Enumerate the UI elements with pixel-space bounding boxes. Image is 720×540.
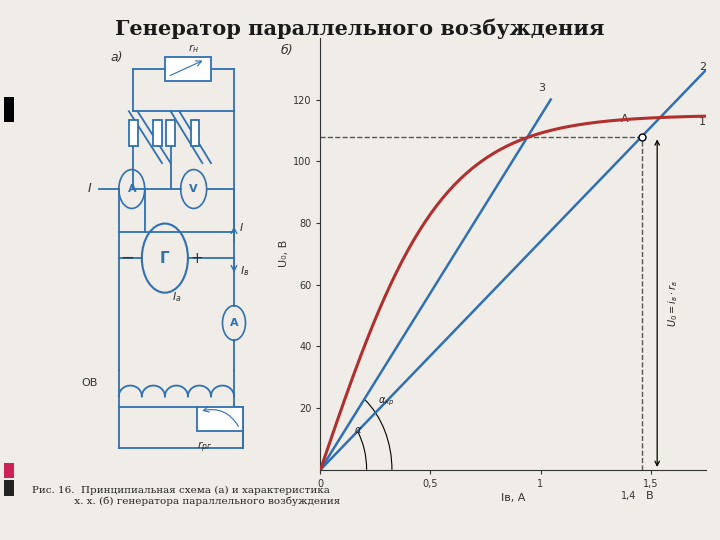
Text: A: A: [230, 318, 238, 328]
Text: −: −: [120, 249, 135, 267]
Text: $r_н$: $r_н$: [188, 42, 199, 55]
Text: I: I: [88, 183, 92, 195]
Text: б): б): [281, 44, 294, 57]
FancyBboxPatch shape: [191, 120, 199, 146]
Text: 3: 3: [539, 83, 546, 93]
Text: 1,4: 1,4: [621, 491, 636, 502]
Text: A: A: [127, 184, 136, 194]
Text: $\alpha_{кр}$: $\alpha_{кр}$: [378, 396, 395, 408]
Text: Г: Г: [160, 251, 170, 266]
Text: V: V: [189, 184, 198, 194]
X-axis label: Iв, A: Iв, A: [501, 493, 525, 503]
Text: B: B: [646, 491, 654, 502]
FancyBboxPatch shape: [165, 57, 211, 81]
Text: $I_a$: $I_a$: [171, 290, 181, 304]
FancyBboxPatch shape: [129, 120, 138, 146]
Text: $r_{рг}$: $r_{рг}$: [197, 440, 213, 455]
Text: $I_в$: $I_в$: [240, 264, 249, 278]
Text: I: I: [240, 223, 243, 233]
Text: A: A: [621, 114, 629, 124]
Text: а): а): [110, 51, 122, 64]
Text: $\alpha$: $\alpha$: [354, 424, 362, 435]
Text: +: +: [190, 251, 203, 266]
Text: 1: 1: [699, 117, 706, 127]
Text: ОВ: ОВ: [82, 379, 98, 388]
Text: Генератор параллельного возбуждения: Генератор параллельного возбуждения: [115, 19, 605, 39]
FancyBboxPatch shape: [166, 120, 175, 146]
FancyBboxPatch shape: [153, 120, 162, 146]
Y-axis label: U₀, B: U₀, B: [279, 240, 289, 267]
FancyBboxPatch shape: [197, 407, 243, 431]
Text: 2: 2: [699, 62, 706, 72]
Text: $U_0 = i_в \cdot r_в$: $U_0 = i_в \cdot r_в$: [666, 280, 680, 327]
Text: Рис. 16.  Принципиальная схема (а) и характеристика
             х. х. (б) генер: Рис. 16. Принципиальная схема (а) и хара…: [32, 486, 341, 506]
